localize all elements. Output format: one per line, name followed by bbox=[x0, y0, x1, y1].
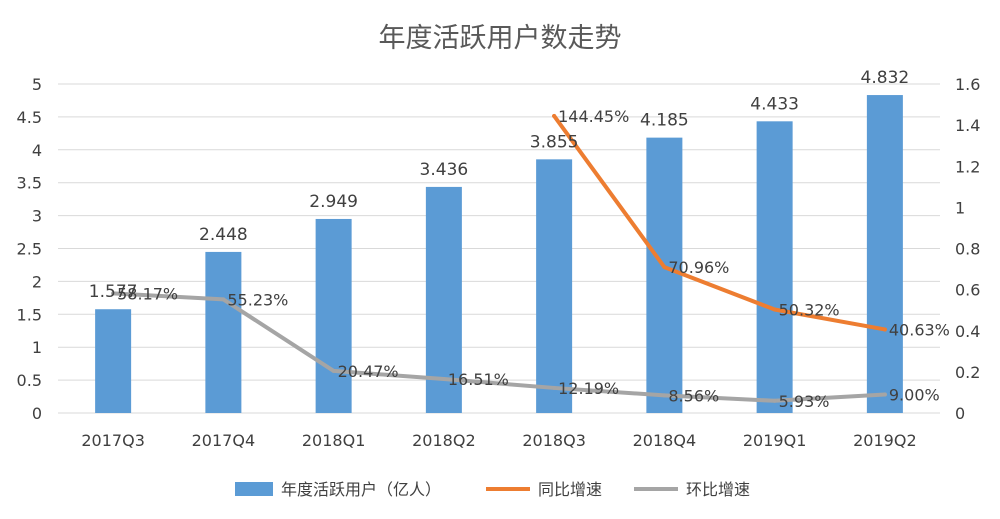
qoq-growth-label: 5.93% bbox=[779, 392, 830, 411]
bar-value-label: 4.832 bbox=[861, 68, 910, 88]
secondary-tick-label: 1.6 bbox=[955, 75, 980, 94]
legend-label-qoq: 环比增速 bbox=[686, 480, 750, 499]
gridlines bbox=[58, 83, 940, 414]
category-label: 2018Q3 bbox=[522, 431, 586, 450]
bar bbox=[315, 218, 352, 413]
primary-tick-label: 4.5 bbox=[17, 108, 42, 127]
secondary-tick-label: 1.4 bbox=[955, 116, 980, 135]
secondary-tick-label: 1.2 bbox=[955, 157, 980, 176]
chart-title: 年度活跃用户数走势 bbox=[379, 23, 622, 54]
bar-value-label: 4.433 bbox=[750, 94, 799, 114]
yoy-growth-line bbox=[552, 113, 887, 332]
qoq-growth-point bbox=[552, 385, 557, 390]
qoq-growth-label: 9.00% bbox=[889, 385, 940, 404]
qoq-growth-point bbox=[221, 297, 226, 302]
primary-tick-label: 0 bbox=[32, 404, 42, 423]
bar-value-label: 3.436 bbox=[420, 160, 469, 180]
qoq-growth-point bbox=[772, 398, 777, 403]
bar-value-label: 2.949 bbox=[309, 192, 358, 212]
legend-label-yoy: 同比增速 bbox=[538, 480, 602, 499]
primary-tick-label: 3 bbox=[32, 207, 42, 226]
bar bbox=[646, 137, 683, 413]
qoq-growth-label: 8.56% bbox=[668, 386, 719, 405]
primary-axis-ticks: 0 0.5 1 1.5 2 2.5 3 3.5 4 4.5 5 bbox=[17, 75, 42, 423]
line-series bbox=[111, 113, 887, 403]
category-label: 2017Q4 bbox=[192, 431, 256, 450]
yoy-growth-label: 50.32% bbox=[779, 301, 840, 320]
qoq-growth-label: 12.19% bbox=[558, 379, 619, 398]
category-label: 2019Q2 bbox=[853, 431, 917, 450]
legend-swatch-bar bbox=[235, 482, 273, 496]
bar-value-label: 1.577 bbox=[89, 282, 138, 302]
bar-value-label: 2.448 bbox=[199, 225, 248, 245]
category-label: 2018Q4 bbox=[633, 431, 697, 450]
bar bbox=[756, 121, 793, 414]
legend-label-bar: 年度活跃用户（亿人） bbox=[281, 480, 441, 499]
bar-data-labels: 1.577 2.448 2.949 3.436 3.855 4.185 4.433 4.832 bbox=[89, 68, 909, 302]
qoq-growth-point bbox=[882, 392, 887, 397]
category-label: 2017Q3 bbox=[81, 431, 145, 450]
secondary-tick-label: 0.6 bbox=[955, 281, 980, 300]
secondary-tick-label: 0 bbox=[955, 404, 965, 423]
bar bbox=[95, 309, 132, 413]
secondary-axis-ticks: 0 0.2 0.4 0.6 0.8 1 1.2 1.4 1.6 bbox=[955, 75, 980, 423]
yoy-growth-point bbox=[662, 265, 667, 270]
primary-tick-label: 1 bbox=[32, 338, 42, 357]
qoq-growth-point bbox=[331, 368, 336, 373]
bar-value-label: 4.185 bbox=[640, 111, 689, 131]
primary-tick-label: 2.5 bbox=[17, 240, 42, 259]
qoq-growth-label: 55.23% bbox=[227, 290, 288, 309]
yoy-growth-label: 40.63% bbox=[889, 320, 950, 339]
qoq-growth-point bbox=[111, 291, 116, 296]
category-label: 2018Q1 bbox=[302, 431, 366, 450]
primary-tick-label: 1.5 bbox=[17, 305, 42, 324]
bar-series bbox=[95, 95, 903, 414]
qoq-growth-label: 58.17% bbox=[117, 284, 178, 303]
secondary-tick-label: 1 bbox=[955, 198, 965, 217]
bar bbox=[866, 95, 903, 414]
secondary-tick-label: 0.4 bbox=[955, 322, 980, 341]
primary-tick-label: 2 bbox=[32, 272, 42, 291]
qoq-growth-point bbox=[441, 377, 446, 382]
primary-tick-label: 3.5 bbox=[17, 174, 42, 193]
yoy-growth-point bbox=[882, 327, 887, 332]
qoq-growth-label: 20.47% bbox=[338, 362, 399, 381]
secondary-tick-label: 0.2 bbox=[955, 363, 980, 382]
primary-tick-label: 5 bbox=[32, 75, 42, 94]
yoy-growth-label: 144.45% bbox=[558, 107, 629, 126]
bar bbox=[425, 186, 462, 413]
category-axis-labels: 2017Q3 2017Q4 2018Q1 2018Q2 2018Q3 2018Q4 2019… bbox=[81, 431, 916, 450]
yoy-growth-point bbox=[772, 307, 777, 312]
secondary-tick-label: 0.8 bbox=[955, 240, 980, 259]
bar-value-label: 3.855 bbox=[530, 132, 579, 152]
category-label: 2019Q1 bbox=[743, 431, 807, 450]
yoy-growth-point bbox=[552, 113, 557, 118]
category-label: 2018Q2 bbox=[412, 431, 476, 450]
primary-tick-label: 4 bbox=[32, 141, 42, 160]
qoq-growth-point bbox=[662, 393, 667, 398]
yoy-growth-label: 70.96% bbox=[668, 258, 729, 277]
primary-tick-label: 0.5 bbox=[17, 371, 42, 390]
legend: 年度活跃用户（亿人） 同比增速 环比增速 bbox=[235, 480, 750, 499]
qoq-growth-line bbox=[111, 291, 887, 403]
qoq-growth-label: 16.51% bbox=[448, 370, 509, 389]
line-data-labels: 144.45% 70.96% 50.32% 40.63% 58.17% 55.23% 20.… bbox=[117, 107, 950, 411]
bar bbox=[536, 159, 573, 413]
bar bbox=[205, 251, 242, 413]
